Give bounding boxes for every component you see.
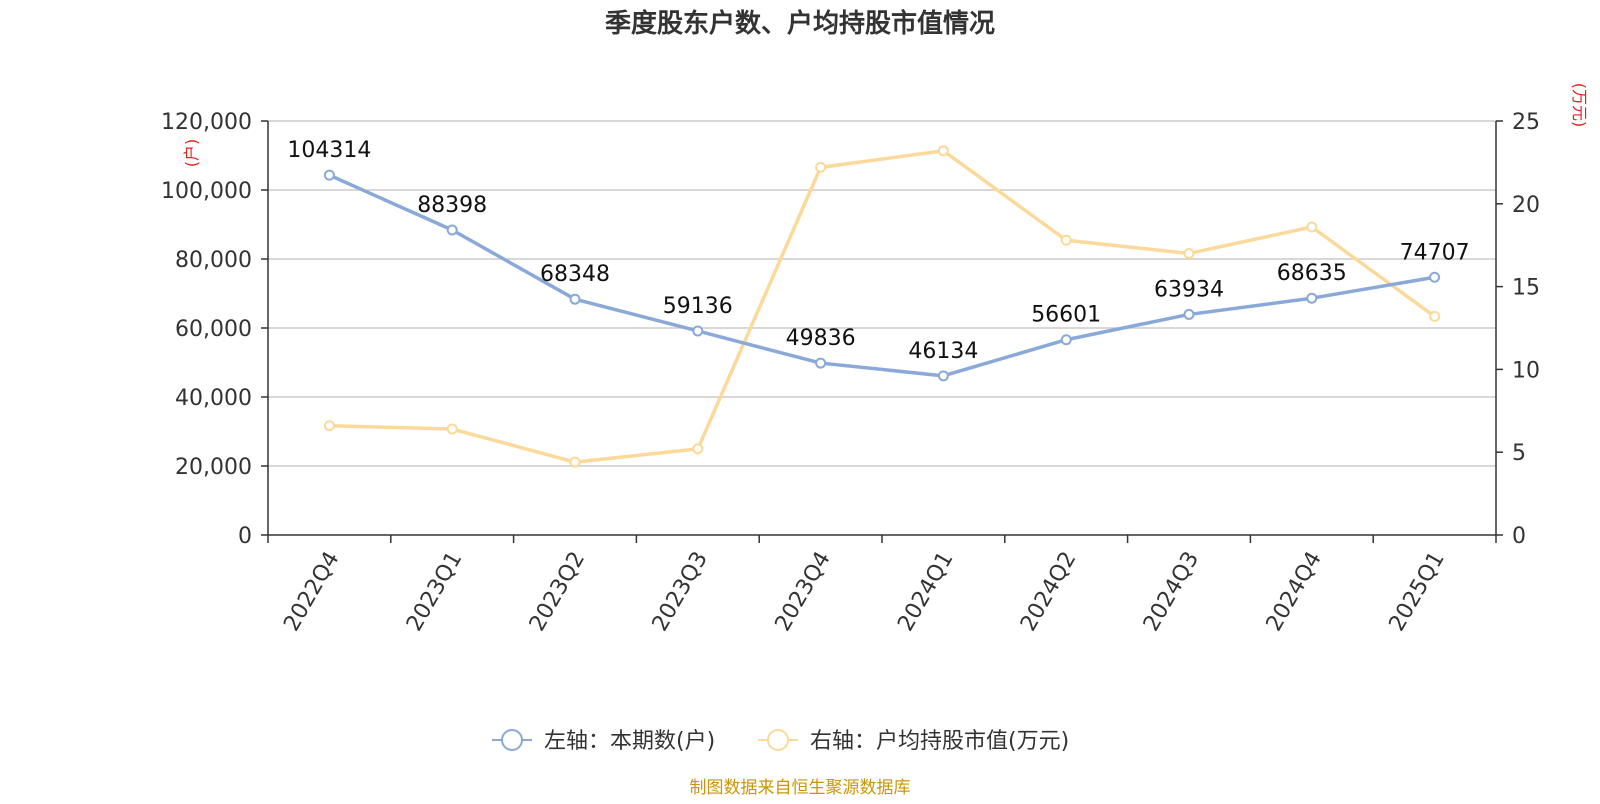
right-axis-unit: (万元) (1570, 83, 1589, 128)
legend-item-right[interactable]: 右轴：户均持股市值(万元) (758, 729, 1069, 754)
legend-marker-right (767, 729, 789, 751)
x-tick-label: 2024Q3 (1139, 548, 1204, 636)
right-axis-ticks: 0 5 10 15 20 25 (1496, 110, 1540, 549)
x-tick-label: 2023Q2 (525, 548, 590, 636)
data-point-right (1183, 247, 1195, 259)
data-point-left (937, 370, 949, 382)
series-lines (328, 149, 1436, 464)
data-point-left (323, 169, 335, 181)
right-tick-label: 25 (1512, 110, 1540, 135)
series-points (323, 145, 1441, 468)
legend-label-right: 右轴：户均持股市值(万元) (810, 729, 1069, 754)
data-point-left (815, 357, 827, 369)
right-tick-label: 10 (1512, 358, 1540, 383)
data-point-left (446, 224, 458, 236)
legend-item-left[interactable]: 左轴：本期数(户) (492, 729, 715, 754)
x-tick-label: 2025Q1 (1384, 548, 1449, 636)
x-tick-label: 2023Q3 (648, 548, 713, 636)
data-labels: 104314 88398 68348 59136 49836 46134 56601 6393… (287, 138, 1469, 364)
data-label: 68348 (540, 262, 610, 287)
data-point-left (1060, 334, 1072, 346)
left-axis-unit: (户) (182, 139, 201, 168)
x-tick-label: 2024Q2 (1016, 548, 1081, 636)
left-tick-label: 0 (238, 524, 252, 549)
legend-marker-left (501, 729, 523, 751)
data-label: 59136 (663, 294, 733, 319)
left-tick-label: 60,000 (175, 317, 252, 342)
x-tick-label: 2022Q4 (279, 548, 344, 636)
data-point-right (692, 443, 704, 455)
series-line-left (328, 173, 1435, 378)
source-note: 制图数据来自恒生聚源数据库 (690, 778, 911, 798)
data-label: 74707 (1400, 240, 1470, 265)
data-point-right (937, 145, 949, 157)
left-tick-label: 40,000 (175, 386, 252, 411)
x-axis-ticks: 2022Q4 2023Q1 2023Q2 2023Q3 2023Q4 2024Q1 2024… (267, 535, 1497, 636)
data-point-left (692, 325, 704, 337)
left-tick-label: 120,000 (161, 110, 252, 135)
left-tick-label: 80,000 (175, 248, 252, 273)
data-point-left (1183, 308, 1195, 320)
data-point-right (815, 161, 827, 173)
data-point-right (1060, 234, 1072, 246)
data-label: 104314 (287, 138, 371, 163)
data-point-right (569, 456, 581, 468)
left-axis-ticks: 0 20,000 40,000 60,000 80,000 100,000 120,000 (161, 110, 268, 549)
x-tick-label: 2023Q1 (402, 548, 467, 636)
data-label: 56601 (1031, 303, 1101, 328)
right-tick-label: 5 (1512, 441, 1526, 466)
right-tick-label: 20 (1512, 193, 1540, 218)
data-label: 49836 (786, 326, 856, 351)
left-tick-label: 20,000 (175, 455, 252, 480)
data-point-left (569, 293, 581, 305)
right-tick-label: 15 (1512, 276, 1540, 301)
data-point-right (446, 423, 458, 435)
x-tick-label: 2023Q4 (770, 548, 835, 636)
data-label: 63934 (1154, 277, 1224, 302)
data-label: 46134 (908, 339, 978, 364)
left-tick-label: 100,000 (161, 179, 252, 204)
legend-label-left: 左轴：本期数(户) (544, 729, 715, 754)
legend[interactable]: 左轴：本期数(户) 右轴：户均持股市值(万元) (492, 729, 1069, 754)
data-point-right (323, 420, 335, 432)
data-point-right (1429, 310, 1441, 322)
data-point-left (1306, 292, 1318, 304)
x-tick-label: 2024Q1 (893, 548, 958, 636)
series-line-right (329, 149, 1436, 464)
data-point-left (1429, 271, 1441, 283)
data-label: 88398 (417, 193, 487, 218)
gridlines (268, 120, 1496, 467)
data-label: 68635 (1277, 261, 1347, 286)
right-tick-label: 0 (1512, 524, 1526, 549)
x-tick-label: 2024Q4 (1262, 548, 1327, 636)
chart-title: 季度股东户数、户均持股市值情况 (605, 8, 995, 39)
data-point-right (1306, 221, 1318, 233)
